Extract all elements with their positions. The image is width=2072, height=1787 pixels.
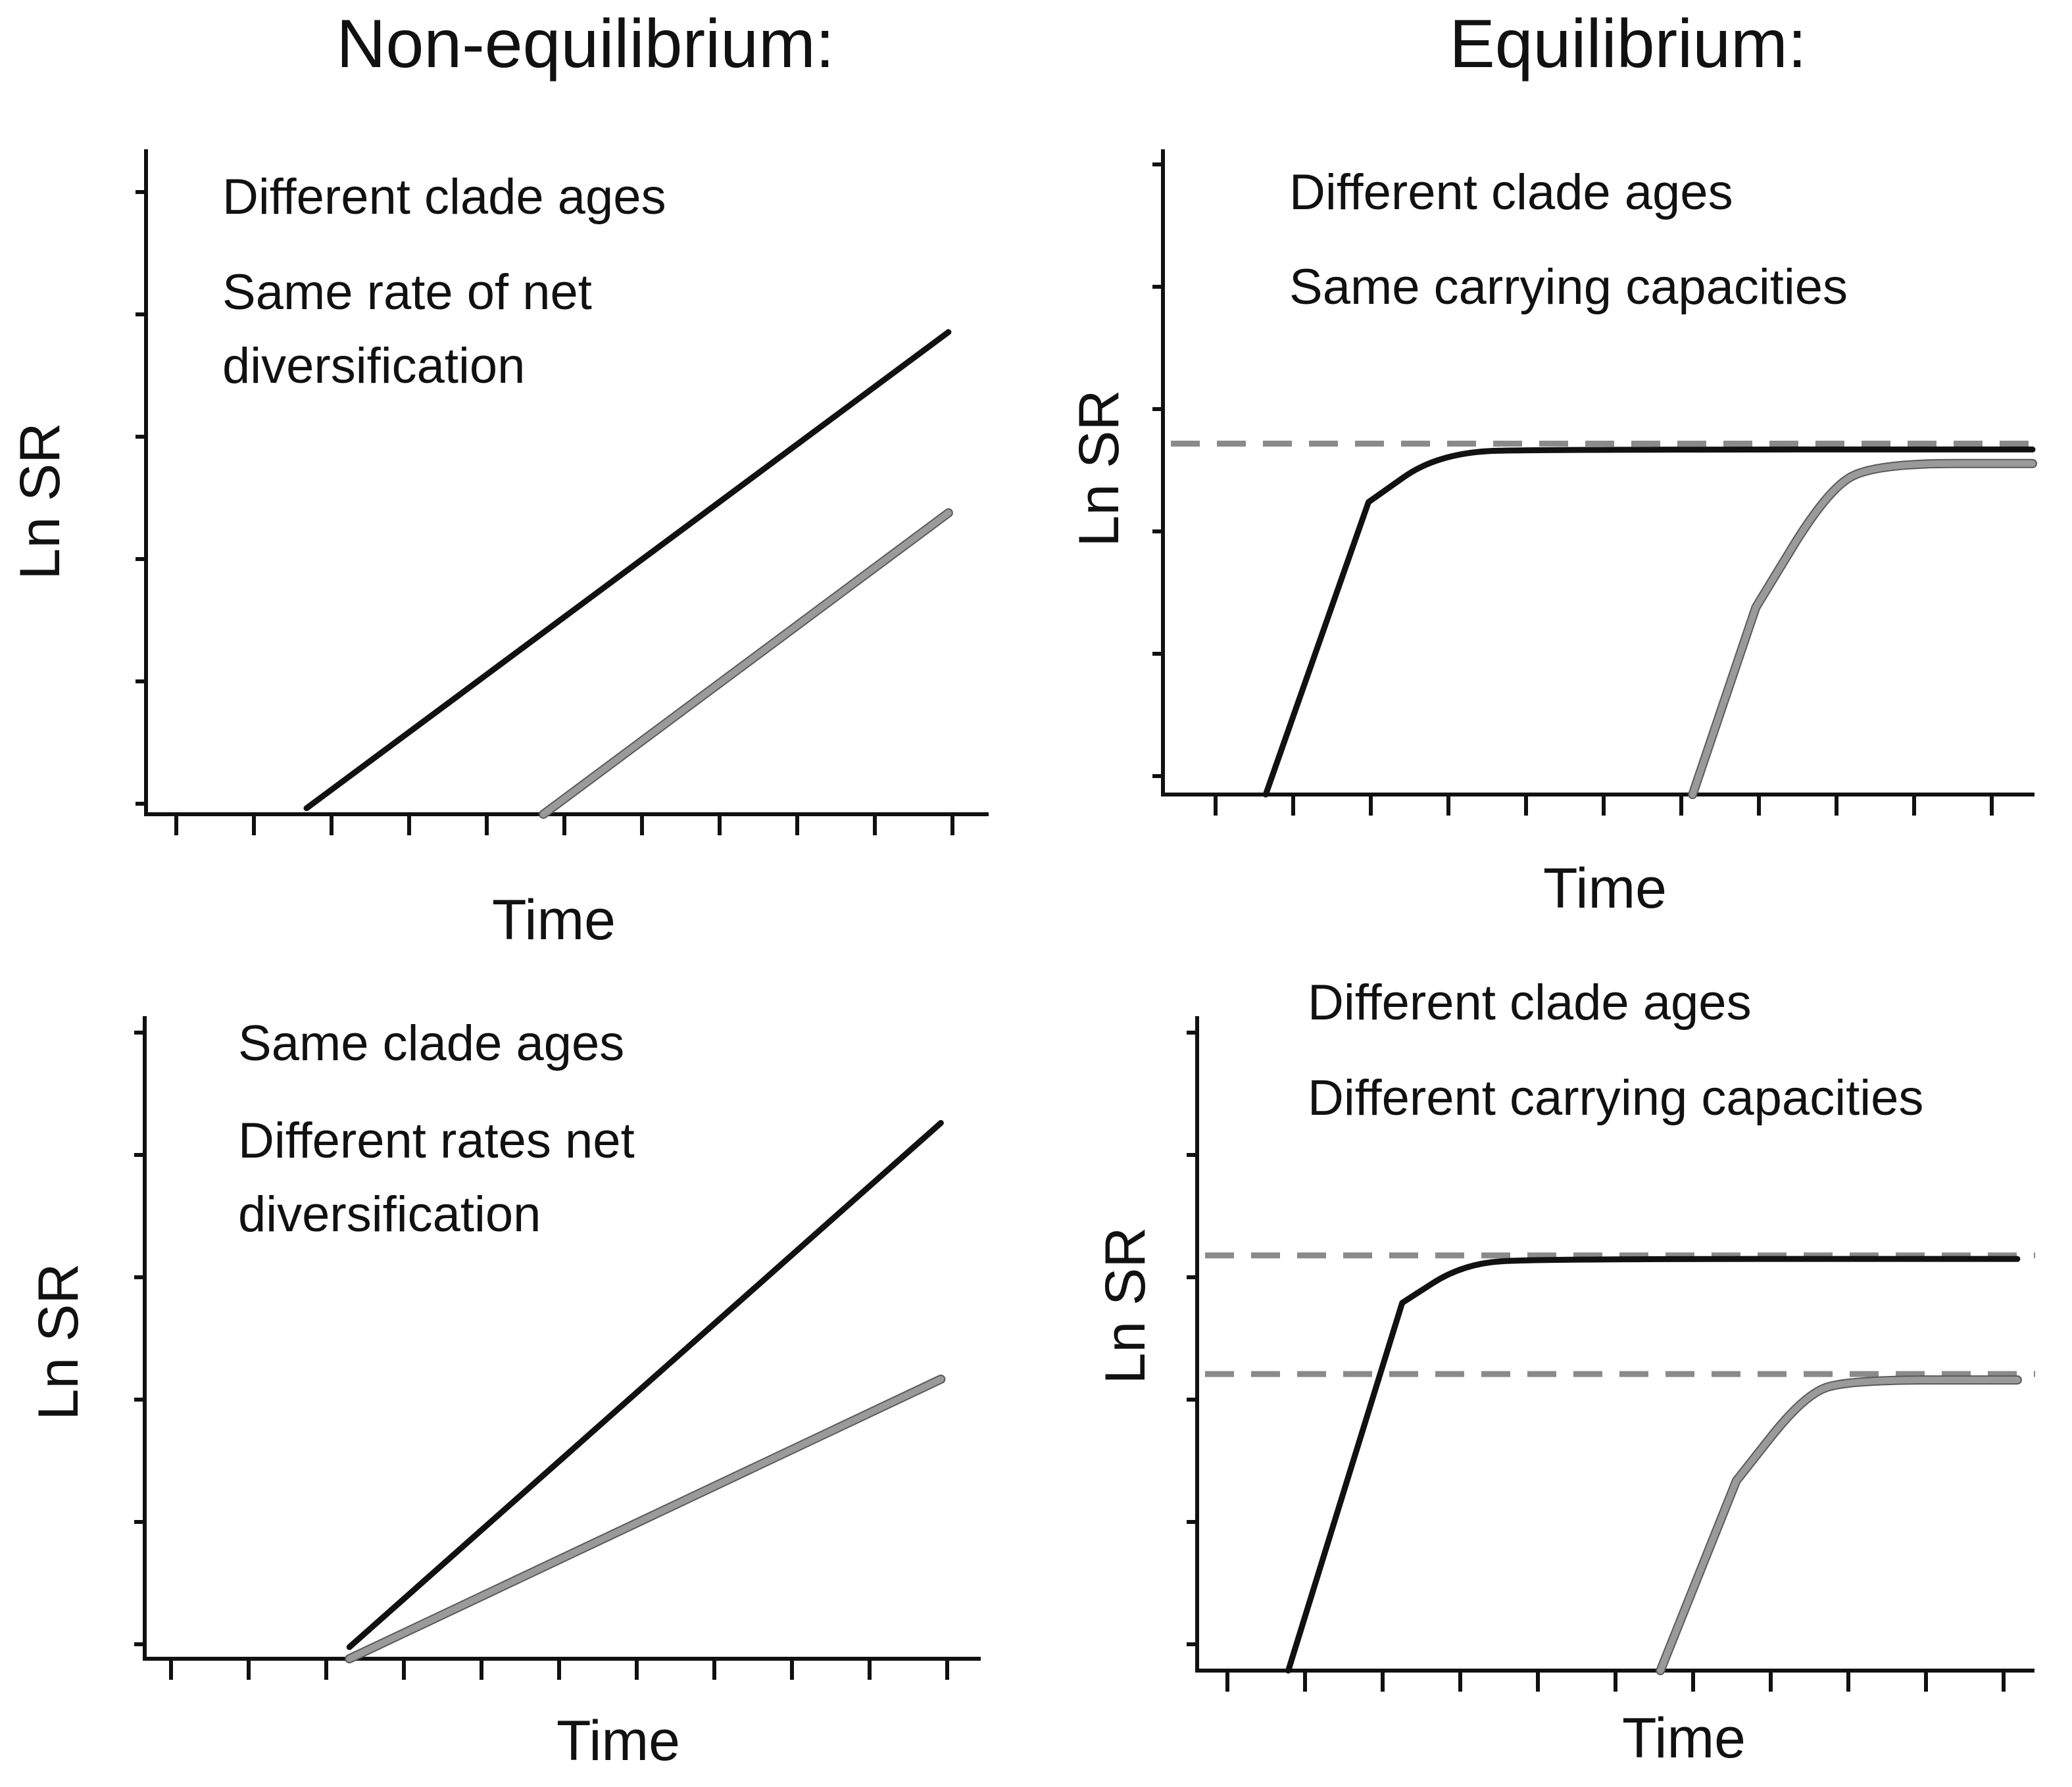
panel-top-left: Different clade ages Same rate of net dive… xyxy=(9,149,989,952)
annotation: Same rate of net xyxy=(222,264,592,320)
x-axis-label: Time xyxy=(1543,857,1667,920)
annotation: Different clade ages xyxy=(1308,975,1752,1031)
y-axis-label: Ln SR xyxy=(1068,389,1131,547)
x-axis-label: Time xyxy=(556,1709,680,1773)
annotation: Different carrying capacities xyxy=(1308,1070,1923,1126)
series-line-black xyxy=(1262,446,2036,798)
x-axis-label: Time xyxy=(492,889,616,952)
y-axis-label: Ln SR xyxy=(27,1263,90,1420)
annotation: diversification xyxy=(238,1187,541,1242)
x-axis-label: Time xyxy=(1622,1707,1746,1770)
annotation: Different rates net xyxy=(238,1113,635,1169)
series-line-black xyxy=(303,329,952,812)
series-line-gray xyxy=(1657,1377,2021,1674)
annotation: diversification xyxy=(222,338,525,394)
panels: Different clade ages Same rate of net dive… xyxy=(9,149,2037,1773)
series-outline xyxy=(1688,458,2037,799)
series-outline xyxy=(1656,1375,2022,1675)
annotation: Same carrying capacities xyxy=(1289,259,1848,315)
left-column-title: Non-equilibrium: xyxy=(336,6,834,82)
series-line-gray xyxy=(1689,460,2036,798)
series-line-gray xyxy=(540,509,952,818)
series-line-black xyxy=(346,1119,944,1650)
y-axis-label: Ln SR xyxy=(1094,1227,1157,1384)
series-line-gray xyxy=(346,1375,945,1662)
panel-top-right: Different clade ages Same carrying capaci… xyxy=(1068,149,2037,920)
annotation: Same clade ages xyxy=(238,1016,624,1071)
annotation: Different clade ages xyxy=(222,169,666,225)
panel-bottom-left: Same clade ages Different rates net divers… xyxy=(27,1016,981,1773)
panel-bottom-right: Different clade ages Different carrying c… xyxy=(1094,975,2035,1770)
series-line-black xyxy=(1285,1256,2021,1674)
annotation: Different clade ages xyxy=(1289,164,1733,220)
right-column-title: Equilibrium: xyxy=(1449,6,1806,82)
y-axis-label: Ln SR xyxy=(9,422,72,579)
